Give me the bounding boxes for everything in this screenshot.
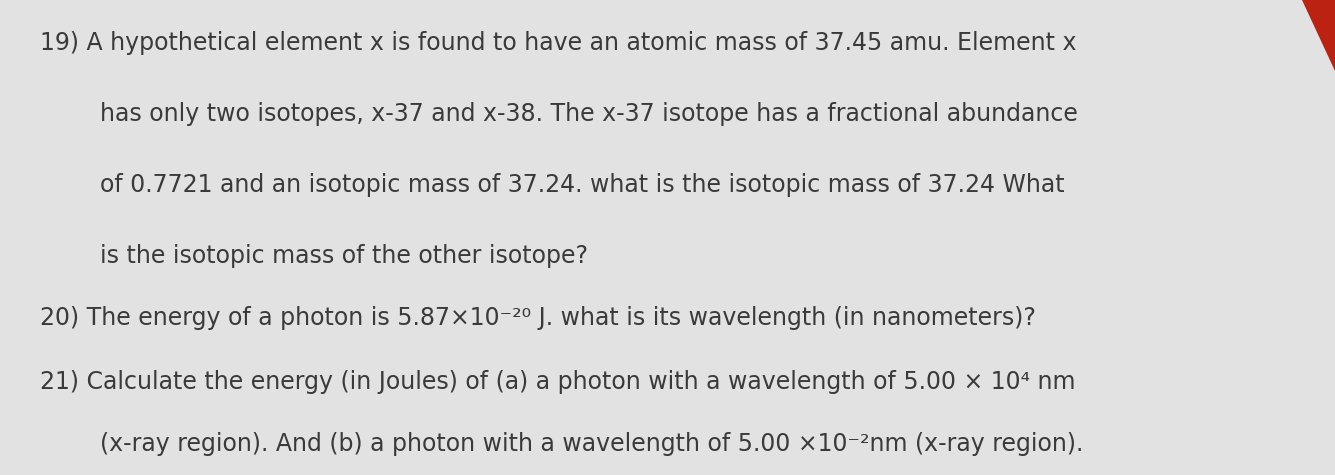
- Text: 20) The energy of a photon is 5.87×10⁻²⁰ J. what is its wavelength (in nanometer: 20) The energy of a photon is 5.87×10⁻²⁰…: [40, 306, 1036, 330]
- Text: 19) A hypothetical element x is found to have an atomic mass of 37.45 amu. Eleme: 19) A hypothetical element x is found to…: [40, 31, 1076, 55]
- Text: is the isotopic mass of the other isotope?: is the isotopic mass of the other isotop…: [100, 245, 589, 268]
- Text: (x-ray region). And (b) a photon with a wavelength of 5.00 ×10⁻²nm (x-ray region: (x-ray region). And (b) a photon with a …: [100, 432, 1084, 456]
- Polygon shape: [1302, 0, 1335, 71]
- Text: 21) Calculate the energy (in Joules) of (a) a photon with a wavelength of 5.00 ×: 21) Calculate the energy (in Joules) of …: [40, 370, 1076, 394]
- Text: has only two isotopes, x-37 and x-38. The x-37 isotope has a fractional abundanc: has only two isotopes, x-37 and x-38. Th…: [100, 102, 1077, 126]
- Text: of 0.7721 and an isotopic mass of 37.24. what is the isotopic mass of 37.24 What: of 0.7721 and an isotopic mass of 37.24.…: [100, 173, 1065, 197]
